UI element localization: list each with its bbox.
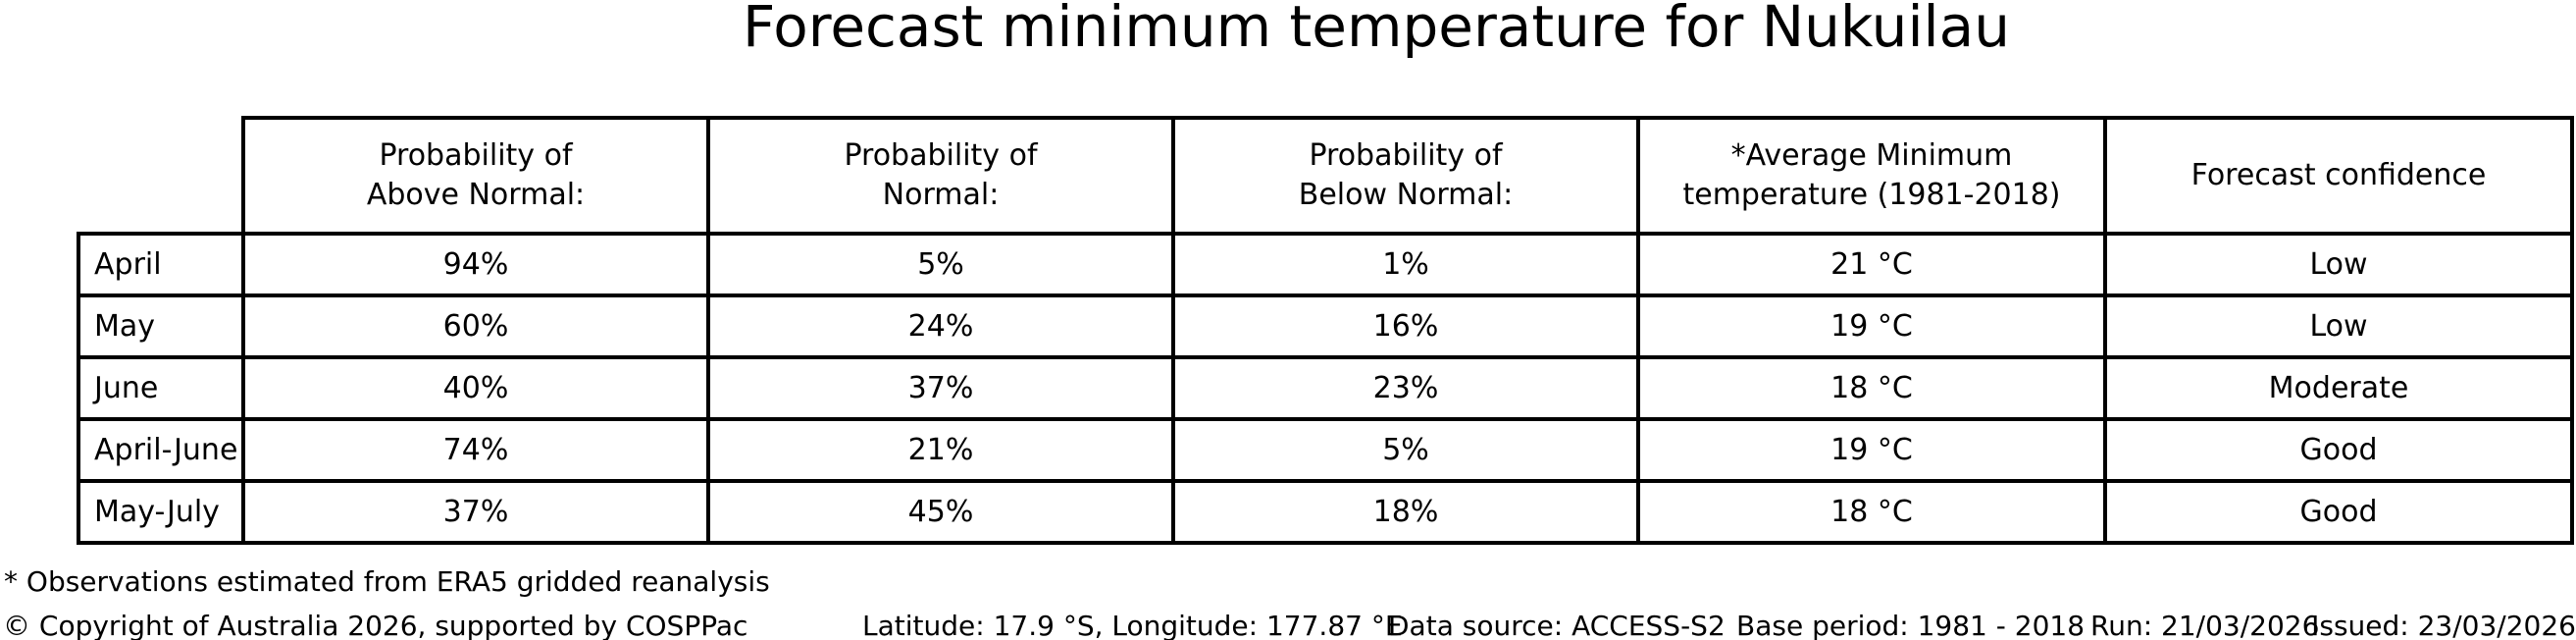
table-cell: 37% [241,479,710,545]
table-body: April 94% 5% 1% 21 °C Low May 60% 24% 16% 19 °C Low… [77,232,2574,545]
table-cell: 5% [1171,417,1640,483]
table-cell: Low [2103,232,2574,297]
data-source-text: Data source: ACCESS-S2 [1388,610,1726,640]
column-header-above-normal: Probability of Above Normal: [241,116,710,236]
table-cell: 37% [706,355,1175,421]
table-cell: 1% [1171,232,1640,297]
table-cell: 21 °C [1636,232,2107,297]
table-cell: 21% [706,417,1175,483]
table-cell: 94% [241,232,710,297]
table-cell: 45% [706,479,1175,545]
row-label: June [77,355,245,421]
forecast-table: Probability of Above Normal: Probability… [77,116,2574,545]
table-cell: 74% [241,417,710,483]
row-label: May [77,293,245,359]
table-row: May 60% 24% 16% 19 °C Low [77,293,2574,359]
table-row: April-June 74% 21% 5% 19 °C Good [77,417,2574,483]
table-cell: 18% [1171,479,1640,545]
table-header: Probability of Above Normal: Probability… [78,116,2574,236]
row-label: April [77,232,245,297]
run-date-text: Run: 21/03/2026 [2090,610,2320,640]
table-cell: 24% [706,293,1175,359]
base-period-text: Base period: 1981 - 2018 [1736,610,2086,640]
table-cell: 16% [1171,293,1640,359]
table-cell: Moderate [2103,355,2574,421]
table-cell: 23% [1171,355,1640,421]
column-header-below-normal: Probability of Below Normal: [1171,116,1640,236]
footnote: * Observations estimated from ERA5 gridd… [4,565,770,598]
corner-cell [78,118,243,234]
column-header-normal: Probability of Normal: [706,116,1175,236]
column-header-forecast-confidence: Forecast confidence [2103,116,2574,236]
table-cell: Low [2103,293,2574,359]
table-cell: 18 °C [1636,355,2107,421]
table-row: April 94% 5% 1% 21 °C Low [77,232,2574,297]
table-cell: 5% [706,232,1175,297]
table-cell: 18 °C [1636,479,2107,545]
table-cell: 19 °C [1636,293,2107,359]
table-row: May-July 37% 45% 18% 18 °C Good [77,479,2574,545]
table-row: June 40% 37% 23% 18 °C Moderate [77,355,2574,421]
copyright-text: © Copyright of Australia 2026, supported… [3,610,748,640]
page-title: Forecast minimum temperature for Nukuila… [743,0,2010,60]
row-label: May-July [77,479,245,545]
table-cell: Good [2103,479,2574,545]
table-cell: 60% [241,293,710,359]
header-row: Probability of Above Normal: Probability… [78,116,2574,236]
table-cell: 40% [241,355,710,421]
location-text: Latitude: 17.9 °S, Longitude: 177.87 °E [862,610,1403,640]
table-cell: Good [2103,417,2574,483]
row-label: April-June [77,417,245,483]
issued-date-text: Issued: 23/03/2026 [2311,610,2576,640]
table-cell: 19 °C [1636,417,2107,483]
column-header-average-minimum: *Average Minimum temperature (1981-2018) [1636,116,2107,236]
